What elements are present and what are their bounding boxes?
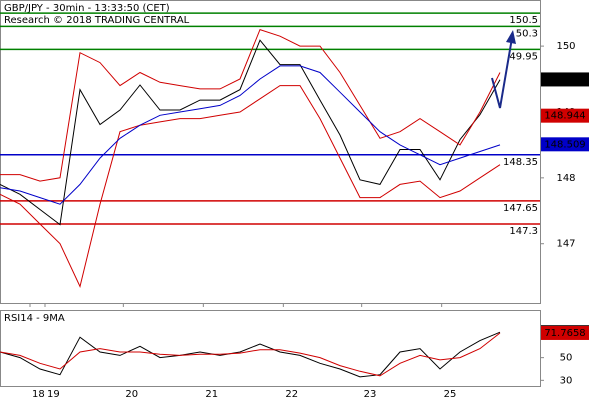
level-label: 150.5 [509, 15, 538, 26]
level-label: 148.35 [503, 157, 538, 168]
price-tag [541, 325, 589, 340]
y-tick-label: 30 [560, 375, 573, 386]
forecast-arrowhead [506, 30, 516, 44]
chart-title: GBP/JPY - 30min - 13:33:50 (CET) [4, 3, 170, 14]
level-label: 49.95 [509, 51, 538, 62]
series-line [0, 65, 501, 205]
series-line [0, 331, 501, 378]
x-tick-label: 23 [364, 389, 377, 400]
price-tag-label: 148.944 [544, 111, 585, 122]
price-tag-label: 149.494 [544, 74, 585, 85]
x-tick-label: 20 [125, 389, 138, 400]
level-label: 147.65 [503, 203, 538, 214]
price-panel [0, 0, 541, 304]
price-tag-label: 71.7658 [544, 328, 585, 339]
price-tag [541, 108, 589, 123]
x-tick-label: 19 [47, 389, 60, 400]
series-line [0, 28, 501, 182]
level-label: 50.3 [516, 28, 538, 39]
x-tick-label: 18 [32, 389, 45, 400]
price-tag [541, 72, 589, 87]
y-tick-label: 147 [556, 239, 575, 250]
price-tag-label: 148.509 [544, 139, 585, 150]
series-line [0, 39, 501, 226]
price-tag [541, 137, 589, 152]
plots: 150149148147150.550.349.95148.35147.6514… [0, 12, 589, 400]
level-label: 147.3 [509, 226, 538, 237]
rsi-title: RSI14 - 9MA [4, 313, 65, 324]
x-tick-label: 25 [444, 389, 457, 400]
x-tick-label: 22 [285, 389, 298, 400]
chart-subtitle: Research © 2018 TRADING CENTRAL [4, 15, 190, 26]
series-line [0, 85, 501, 289]
rsi-panel [0, 310, 541, 387]
series-line [0, 332, 501, 377]
forecast-arrow [491, 37, 513, 109]
y-tick-label: 50 [560, 353, 573, 364]
y-tick-label: 148 [556, 173, 575, 184]
x-tick-label: 21 [205, 389, 218, 400]
y-tick-label: 150 [556, 41, 575, 52]
